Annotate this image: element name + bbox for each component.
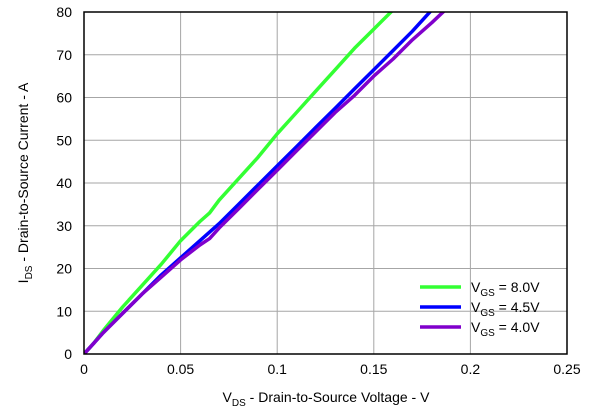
legend-entry-1: VGS = 8.0V (420, 279, 540, 299)
series-line-1 (84, 12, 394, 354)
legend-label: VGS = 8.0V (471, 279, 540, 299)
y-tick-label: 70 (56, 47, 72, 63)
x-tick-labels: 0 0.05 0.1 0.15 0.2 0.25 (80, 361, 581, 377)
plot-frame (83, 11, 568, 355)
y-tick-label: 0 (64, 346, 72, 362)
y-tick-label: 80 (56, 4, 72, 20)
y-axis-label: IDS - Drain-to-Source Current - A (15, 82, 35, 283)
legend-entry-2: VGS = 4.5V (420, 299, 540, 319)
x-tick-label: 0.05 (167, 361, 194, 377)
x-tick-label: 0.25 (553, 361, 580, 377)
y-tick-label: 30 (56, 218, 72, 234)
y-tick-label: 60 (56, 90, 72, 106)
x-tick-label: 0.15 (360, 361, 387, 377)
y-tick-label: 40 (56, 175, 72, 191)
series-layer (84, 12, 446, 354)
x-axis-label: VDS - Drain-to-Source Voltage - V (223, 389, 431, 409)
series-line-3 (84, 12, 446, 354)
y-tick-label: 50 (56, 132, 72, 148)
y-tick-labels: 0 10 20 30 40 50 60 70 80 (56, 4, 72, 362)
y-tick-label: 20 (56, 261, 72, 277)
legend-entry-3: VGS = 4.0V (420, 319, 540, 339)
y-tick-label: 10 (56, 303, 72, 319)
legend-label: VGS = 4.0V (471, 319, 540, 339)
x-tick-label: 0 (80, 361, 88, 377)
legend-label: VGS = 4.5V (471, 299, 540, 319)
x-tick-label: 0.1 (267, 361, 287, 377)
x-tick-label: 0.2 (461, 361, 481, 377)
